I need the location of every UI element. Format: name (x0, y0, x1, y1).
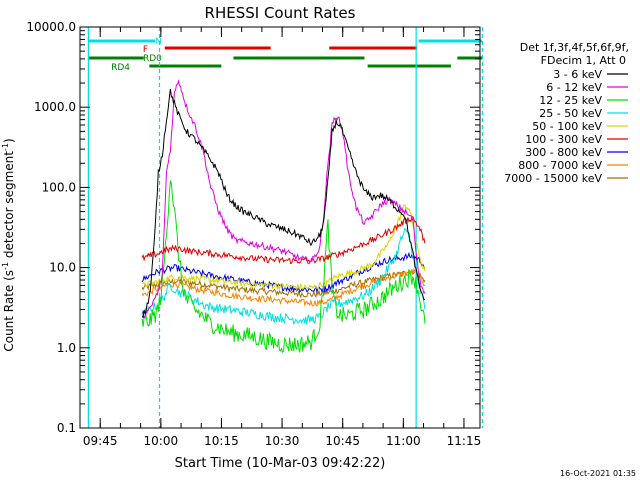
x-tick-label: 10:15 (204, 434, 239, 448)
series-line-8 (141, 269, 426, 299)
y-axis-title-part3: ) (2, 138, 16, 143)
flag-label-rd0: RD0 (143, 54, 162, 64)
legend-label: 7000 - 15000 keV (504, 172, 602, 185)
x-tick-label: 10:00 (144, 434, 179, 448)
axes: 0.1 1.0 10.0 100.0 1000.0 10000.0 09:45 10:00 10… (26, 20, 481, 448)
y-axis-title-sup1: -1 (1, 262, 10, 270)
y-axis-title-sup2: -1 (1, 143, 10, 151)
series-line-4 (141, 204, 426, 292)
series-line-0 (141, 88, 426, 319)
x-tick-label: 09:45 (83, 434, 118, 448)
x-tick-label: 10:30 (265, 434, 300, 448)
y-tick-label: 10.0 (49, 261, 76, 275)
legend-header-detectors: Det 1f,3f,4f,5f,6f,9f, (520, 41, 629, 54)
legend-label: 25 - 50 keV (539, 107, 602, 120)
y-tick-label: 100.0 (42, 180, 76, 194)
series-line-2 (141, 180, 426, 354)
legend-label: 6 - 12 keV (546, 81, 602, 94)
x-axis-title: Start Time (10-Mar-03 09:42:22) (175, 456, 386, 471)
y-tick-label: 1.0 (57, 341, 76, 355)
y-tick-label: 10000.0 (26, 20, 76, 34)
plot-frame (79, 26, 481, 429)
x-tick-label: 10:45 (325, 434, 360, 448)
y-axis-title-part2: detector segment (2, 151, 16, 262)
flag-label-n: N (155, 37, 162, 47)
x-tick-label: 11:15 (447, 434, 482, 448)
vertical-markers (87, 27, 484, 428)
y-axis-title: Count Rate (s-1 detector segment-1) (1, 138, 16, 351)
legend-header-decimation: FDecim 1, Att 0 (541, 54, 626, 67)
y-tick-label: 1000.0 (34, 100, 76, 114)
series-lines (141, 79, 426, 354)
legend-label: 3 - 6 keV (553, 68, 602, 81)
series-line-5 (141, 216, 426, 265)
timestamp: 16-Oct-2021 01:35 (560, 469, 636, 478)
flag-label-rd4: RD4 (111, 63, 130, 73)
chart-title: RHESSI Count Rates (205, 4, 356, 22)
series-line-1 (141, 79, 426, 319)
flag-label-f: F (143, 45, 148, 55)
legend: Det 1f,3f,4f,5f,6f,9f, FDecim 1, Att 0 3… (504, 41, 629, 185)
legend-label: 12 - 25 keV (539, 94, 602, 107)
y-tick-label: 0.1 (57, 421, 76, 435)
series-line-7 (141, 267, 426, 307)
series-line-3 (141, 227, 426, 326)
legend-label: 300 - 800 keV (525, 146, 602, 159)
x-tick-label: 11:00 (386, 434, 421, 448)
legend-label: 100 - 300 keV (525, 133, 602, 146)
series-line-6 (141, 251, 426, 294)
y-axis-title-part1: Count Rate (s (2, 270, 16, 352)
legend-label: 800 - 7000 keV (518, 159, 602, 172)
legend-label: 50 - 100 keV (532, 120, 602, 133)
